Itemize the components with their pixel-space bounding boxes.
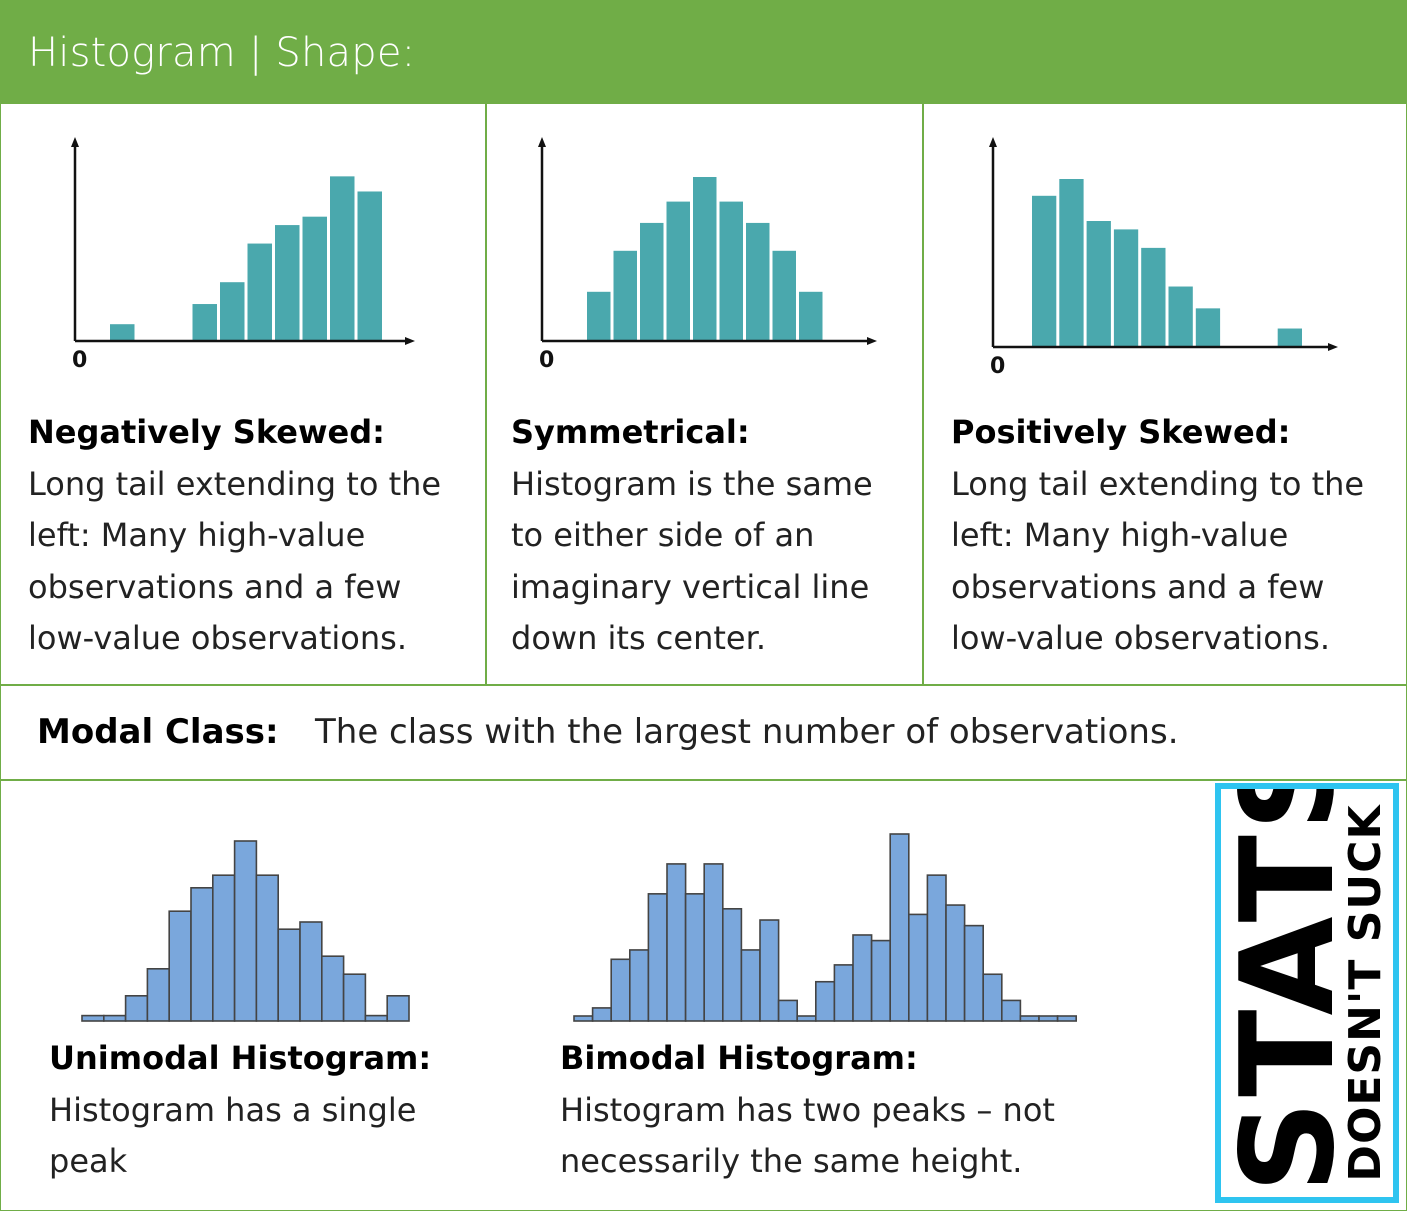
histogram-negative-skew: 0	[71, 137, 415, 373]
histogram-positive-skew: 0	[989, 137, 1338, 379]
modal-class-row: Modal Class: The class with the largest …	[37, 712, 1179, 752]
shape-title: Negatively Skewed:	[28, 413, 385, 451]
modality-title: Bimodal Histogram:	[560, 1039, 918, 1077]
shape-description: Negatively Skewed: Long tail extending t…	[28, 407, 468, 665]
svg-text:0: 0	[539, 348, 554, 373]
modality-description: Unimodal Histogram: Histogram has a sing…	[49, 1033, 479, 1188]
svg-text:0: 0	[990, 354, 1005, 379]
shape-body: Long tail extending to the left: Many hi…	[951, 464, 1365, 658]
chart-positively-skewed: 0	[978, 125, 1348, 385]
header-bar: Histogram | Shape:	[0, 0, 1407, 104]
divider	[922, 104, 924, 686]
shape-body: Long tail extending to the left: Many hi…	[28, 464, 442, 658]
chart-bimodal	[570, 830, 1085, 1027]
modal-class-label: Modal Class:	[37, 712, 279, 752]
histogram-symmetrical: 0	[538, 137, 877, 373]
shape-title: Symmetrical:	[511, 413, 750, 451]
logo-sub-text: DOESN'T SUCK	[1340, 804, 1391, 1182]
shape-description: Positively Skewed: Long tail extending t…	[951, 407, 1391, 665]
chart-negatively-skewed: 0	[60, 125, 430, 385]
svg-text:0: 0	[72, 348, 87, 373]
divider	[0, 684, 1407, 686]
stats-doesnt-suck-logo: STATS DOESN'T SUCK	[1215, 783, 1399, 1203]
modality-body: Histogram has a single peak	[49, 1090, 417, 1181]
modality-description: Bimodal Histogram: Histogram has two pea…	[560, 1033, 1120, 1188]
histogram-bimodal	[573, 833, 1078, 1022]
modality-title: Unimodal Histogram:	[49, 1039, 432, 1077]
divider	[0, 779, 1407, 781]
divider	[485, 104, 487, 686]
shape-description: Symmetrical: Histogram is the same to ei…	[511, 407, 906, 665]
chart-unimodal	[78, 835, 418, 1027]
modal-class-definition: The class with the largest number of obs…	[315, 712, 1179, 752]
shape-title: Positively Skewed:	[951, 413, 1291, 451]
chart-symmetrical: 0	[527, 125, 897, 385]
histogram-unimodal	[81, 840, 410, 1022]
shape-body: Histogram is the same to either side of …	[511, 464, 873, 658]
page-title: Histogram | Shape:	[28, 30, 416, 76]
modality-body: Histogram has two peaks – not necessaril…	[560, 1090, 1055, 1181]
